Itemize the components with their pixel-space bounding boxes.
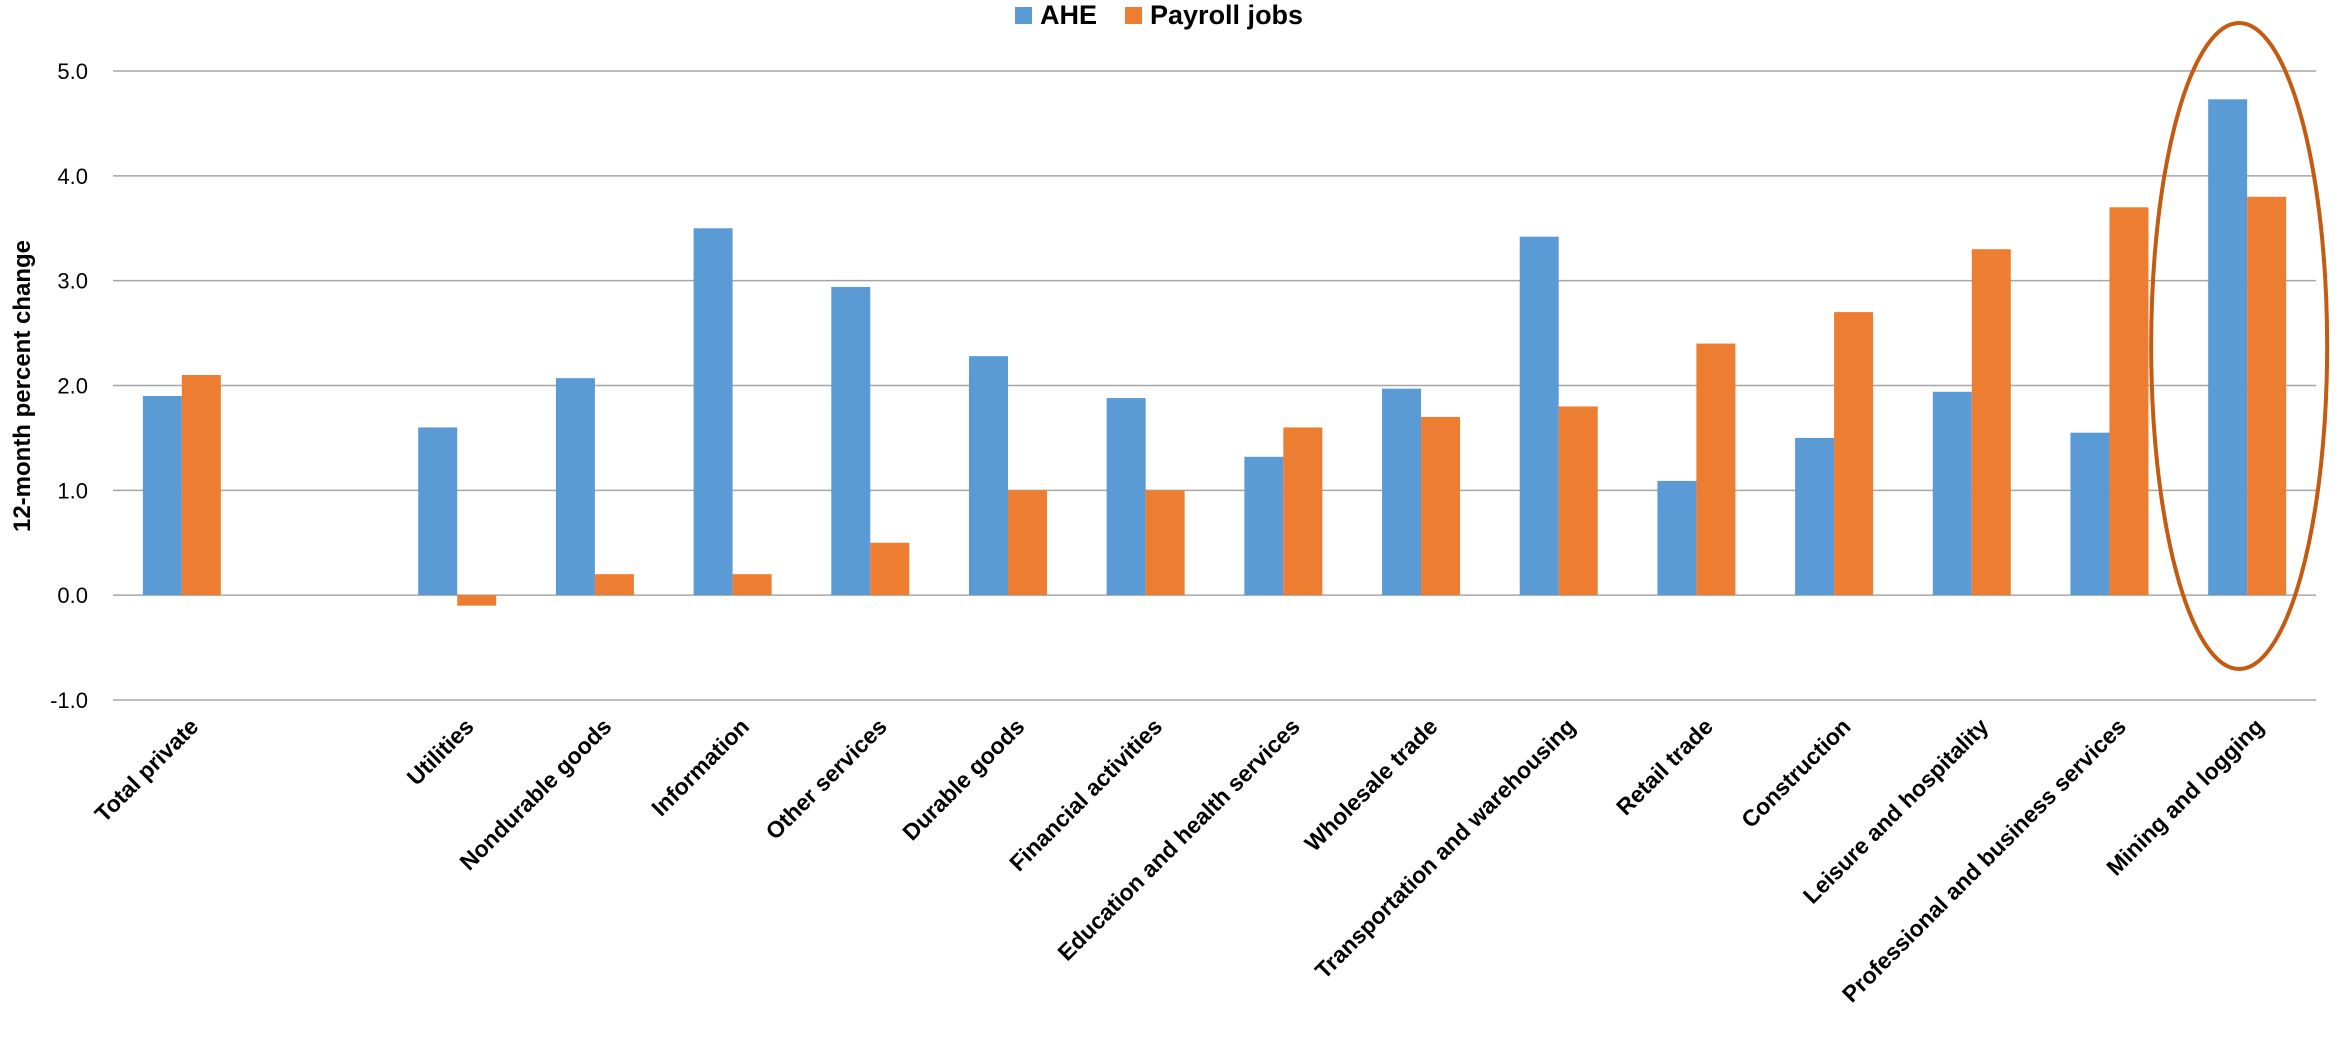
highlight-ellipse <box>2149 21 2330 671</box>
bar-ahe <box>831 286 871 596</box>
bar-ahe <box>1244 456 1284 596</box>
category-label: Professional and business services <box>1837 713 2131 1007</box>
legend-item-payroll-jobs: Payroll jobs <box>1125 0 1303 31</box>
bar-ahe <box>142 395 182 596</box>
category-label: Retail trade <box>1611 713 1718 820</box>
category-label: Education and health services <box>1052 713 1304 965</box>
bar-payroll-jobs <box>181 375 221 596</box>
legend-swatch-payroll-jobs <box>1125 6 1143 24</box>
bar-ahe <box>1932 391 1972 596</box>
bar-payroll-jobs <box>1421 416 1461 596</box>
legend-swatch-ahe <box>1015 6 1032 24</box>
bar-payroll-jobs <box>594 574 634 596</box>
category-label: Transportation and warehousing <box>1310 713 1581 984</box>
category-label: Financial activities <box>1004 713 1167 876</box>
bar-ahe <box>2070 432 2110 596</box>
y-tick-label: 1.0 <box>57 478 88 503</box>
bar-ahe <box>1382 388 1422 596</box>
category-label: Total private <box>90 713 204 827</box>
bar-ahe <box>555 378 595 596</box>
category-label: Mining and logging <box>2101 713 2268 880</box>
bar-payroll-jobs <box>457 595 497 606</box>
y-tick-label: 5.0 <box>57 59 88 84</box>
bar-ahe <box>1795 437 1835 596</box>
bar-payroll-jobs <box>1283 427 1323 596</box>
bar-ahe <box>418 427 458 596</box>
bar-payroll-jobs <box>1696 343 1736 596</box>
category-label: Construction <box>1736 713 1856 833</box>
legend-label-payroll-jobs: Payroll jobs <box>1150 0 1304 30</box>
category-label: Utilities <box>402 713 479 790</box>
y-tick-label: -1.0 <box>50 688 88 713</box>
y-tick-label: 0.0 <box>57 583 88 608</box>
bar-payroll-jobs <box>2109 207 2149 596</box>
bar-ahe <box>1519 236 1559 596</box>
bar-payroll-jobs <box>870 542 910 596</box>
y-tick-label: 3.0 <box>57 269 88 294</box>
bar-payroll-jobs <box>1558 406 1598 596</box>
category-label: Information <box>646 713 754 821</box>
bar-ahe <box>693 228 733 596</box>
y-tick-label: 2.0 <box>57 374 88 399</box>
bar-payroll-jobs <box>1834 312 1874 596</box>
bar-payroll-jobs <box>732 574 772 596</box>
bar-payroll-jobs <box>1971 249 2011 596</box>
bar-ahe <box>2208 99 2248 596</box>
legend-label-ahe: AHE <box>1040 0 1098 30</box>
bar-ahe <box>1106 398 1146 596</box>
bar-payroll-jobs <box>1145 490 1185 596</box>
category-label: Nondurable goods <box>454 713 616 875</box>
legend-item-ahe: AHE <box>1015 0 1097 31</box>
y-tick-label: 4.0 <box>57 164 88 189</box>
bar-payroll-jobs <box>1007 490 1047 596</box>
bar-ahe <box>968 356 1008 596</box>
category-label: Wholesale trade <box>1299 713 1442 856</box>
category-label: Durable goods <box>897 713 1029 845</box>
y-axis-title: 12-month percent change <box>9 240 36 532</box>
chart-legend: AHE Payroll jobs <box>1015 0 1331 30</box>
bar-payroll-jobs <box>2247 196 2287 596</box>
bar-ahe <box>1657 480 1697 596</box>
category-label: Other services <box>760 713 891 844</box>
